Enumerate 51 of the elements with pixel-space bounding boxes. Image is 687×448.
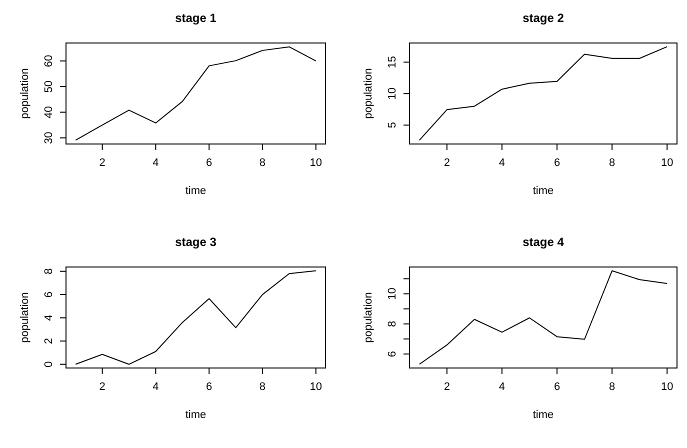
x-tick-label: 6: [554, 380, 560, 393]
y-axis-title: population: [362, 68, 374, 119]
y-tick-label: 6: [43, 291, 55, 298]
x-tick-label: 8: [259, 380, 266, 393]
line-series: [418, 46, 668, 141]
chart-title: stage 1: [175, 11, 217, 25]
y-tick-label: 8: [43, 268, 55, 274]
x-tick-label: 2: [99, 380, 106, 393]
line-series: [418, 270, 668, 365]
x-tick-label: 10: [310, 156, 322, 169]
y-tick-label: 0: [43, 361, 55, 368]
y-tick-label: 10: [386, 288, 398, 300]
line-series: [75, 46, 316, 141]
y-tick-label: 6: [386, 350, 398, 358]
x-axis-title: time: [185, 409, 206, 421]
x-tick-label: 6: [206, 380, 212, 393]
y-tick-label: 15: [386, 56, 398, 68]
chart-title: stage 2: [522, 11, 564, 25]
y-axis-title: population: [19, 68, 31, 119]
y-tick-label: 40: [43, 106, 55, 118]
x-tick-label: 10: [660, 156, 674, 169]
x-axis-title: time: [185, 185, 206, 197]
x-tick-label: 4: [152, 156, 159, 169]
x-tick-label: 2: [444, 156, 450, 169]
x-tick-label: 6: [554, 156, 560, 169]
y-tick-label: 50: [43, 80, 55, 93]
x-tick-label: 4: [498, 380, 506, 393]
y-tick-label: 8: [386, 320, 398, 327]
y-axis-title: population: [362, 292, 374, 343]
y-tick-label: 10: [386, 88, 398, 100]
y-axis-title: population: [19, 292, 31, 343]
x-tick-label: 8: [608, 156, 616, 169]
x-tick-label: 6: [206, 156, 212, 169]
x-tick-label: 4: [498, 156, 506, 169]
chart-title: stage 3: [175, 235, 217, 249]
x-axis-title: time: [532, 409, 554, 421]
x-axis-title: time: [532, 185, 554, 197]
x-tick-label: 8: [259, 156, 266, 169]
x-tick-label: 4: [152, 380, 159, 393]
chart-title: stage 4: [522, 235, 564, 249]
x-tick-label: 2: [444, 380, 450, 393]
y-tick-label: 30: [43, 132, 55, 144]
x-tick-label: 10: [660, 380, 674, 393]
x-tick-label: 2: [99, 156, 106, 169]
x-tick-label: 8: [608, 380, 616, 393]
y-tick-label: 5: [386, 122, 398, 128]
y-tick-label: 60: [43, 54, 55, 68]
line-series: [75, 270, 316, 365]
y-tick-label: 4: [43, 314, 55, 321]
y-tick-label: 2: [43, 338, 55, 344]
x-tick-label: 10: [310, 380, 322, 393]
